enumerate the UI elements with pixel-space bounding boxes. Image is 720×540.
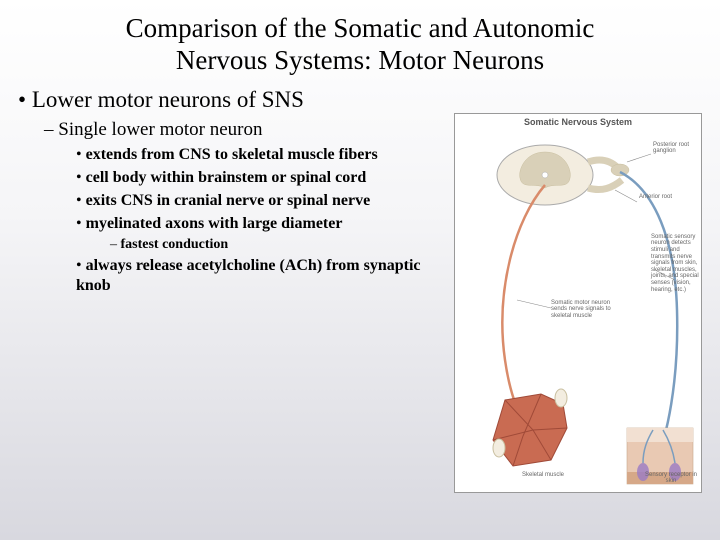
figure-column: Somatic Nervous System <box>454 87 710 493</box>
figure-title: Somatic Nervous System <box>455 114 701 130</box>
anatomy-figure: Somatic Nervous System <box>454 113 702 493</box>
bullet-l2: Single lower motor neuron <box>18 119 448 141</box>
label-muscle: Skeletal muscle <box>513 472 573 479</box>
label-anterior: Anterior root <box>639 194 685 201</box>
title-line-2: Nervous Systems: Motor Neurons <box>176 45 544 75</box>
text-column: Lower motor neurons of SNS Single lower … <box>18 87 454 493</box>
label-receptor: Sensory receptor in skin <box>643 472 699 485</box>
content-area: Lower motor neurons of SNS Single lower … <box>0 87 720 493</box>
bullet-l3-1: extends from CNS to skeletal muscle fibe… <box>18 145 448 165</box>
bullet-l3-3: exits CNS in cranial nerve or spinal ner… <box>18 191 448 211</box>
bullet-l1: Lower motor neurons of SNS <box>18 87 448 113</box>
label-sensory: Somatic sensory neuron detects stimuli a… <box>651 234 701 293</box>
slide-title: Comparison of the Somatic and Autonomic … <box>0 0 720 87</box>
title-line-1: Comparison of the Somatic and Autonomic <box>126 13 595 43</box>
bullet-l3-5: always release acetylcholine (ACh) from … <box>18 256 448 296</box>
bullet-l4-1: fastest conduction <box>18 237 448 253</box>
label-ganglion: Posterior root ganglion <box>653 142 701 155</box>
bullet-l3-4: myelinated axons with large diameter <box>18 214 448 234</box>
bullet-l3-2: cell body within brainstem or spinal cor… <box>18 168 448 188</box>
label-motor: Somatic motor neuron sends nerve signals… <box>551 300 613 320</box>
